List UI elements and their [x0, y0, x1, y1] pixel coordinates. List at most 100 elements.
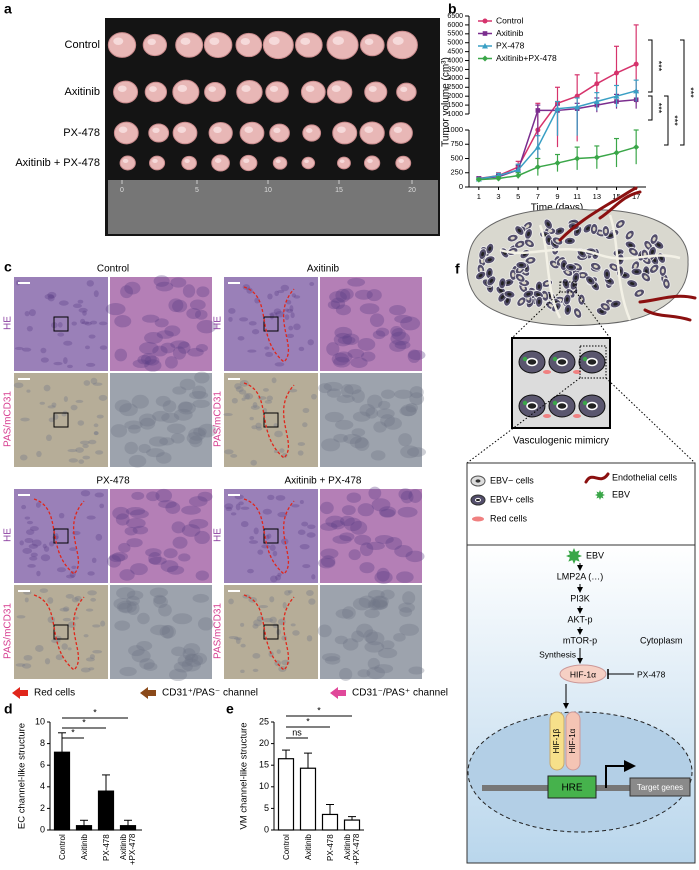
- texture: [146, 491, 160, 502]
- texture: [172, 536, 188, 549]
- texture: [374, 571, 393, 584]
- texture: [35, 645, 44, 652]
- row-label: Control: [65, 39, 100, 51]
- texture: [182, 648, 196, 660]
- y-tick-label: 1500: [447, 102, 463, 109]
- zoom-box: [263, 528, 279, 544]
- tumor-highlight: [177, 126, 187, 133]
- tumor: [389, 122, 413, 144]
- tumor-highlight: [240, 37, 251, 45]
- texture: [371, 498, 391, 512]
- pathway-node: LMP2A (…): [557, 571, 604, 581]
- texture: [124, 281, 141, 295]
- texture: [399, 623, 420, 636]
- texture: [394, 314, 413, 324]
- texture: [224, 503, 234, 510]
- pathway-node: mTOR-p: [563, 635, 597, 645]
- texture: [24, 538, 34, 544]
- y-tick-label: 750: [450, 139, 463, 148]
- texture: [139, 658, 155, 670]
- texture: [251, 329, 260, 335]
- texture: [95, 450, 104, 455]
- texture: [369, 598, 389, 611]
- texture: [82, 310, 87, 316]
- ruler-label: 0: [120, 187, 124, 194]
- texture: [137, 612, 150, 625]
- y-tick-label: 5000: [447, 40, 463, 47]
- tumor: [364, 81, 388, 103]
- marker: [633, 144, 640, 151]
- texture: [194, 530, 210, 545]
- texture: [286, 333, 295, 339]
- texture: [19, 454, 28, 461]
- texture: [131, 394, 149, 409]
- texture: [351, 389, 365, 403]
- texture: [326, 342, 340, 356]
- texture: [158, 500, 177, 509]
- texture: [142, 314, 160, 323]
- texture: [408, 350, 426, 361]
- nucleus: [628, 243, 633, 247]
- tumor: [337, 156, 351, 170]
- texture: [267, 293, 273, 300]
- texture: [118, 542, 131, 553]
- icon-ebv: [595, 490, 605, 500]
- y-tick-label: 0: [264, 824, 269, 834]
- tumor-highlight: [331, 85, 341, 92]
- texture: [70, 404, 78, 411]
- texture: [273, 308, 282, 315]
- significance-bracket: [680, 39, 685, 146]
- row-label: PAS/mCD31: [213, 603, 224, 659]
- nucleus: [622, 273, 627, 277]
- texture: [399, 607, 413, 617]
- nucleus: [579, 251, 584, 256]
- texture: [253, 527, 259, 535]
- texture: [111, 552, 129, 562]
- nucleus: [556, 401, 568, 411]
- texture: [189, 435, 203, 448]
- texture: [274, 430, 283, 438]
- texture: [170, 340, 190, 349]
- texture: [336, 394, 355, 404]
- tumor: [301, 156, 316, 170]
- y-tick-label: 10: [259, 781, 269, 791]
- texture: [288, 325, 294, 331]
- tumor-highlight: [392, 36, 404, 46]
- texture: [366, 666, 386, 680]
- texture: [126, 601, 140, 616]
- vm-channel: [608, 214, 632, 321]
- texture: [269, 312, 278, 317]
- texture: [162, 400, 177, 413]
- micrograph: [14, 277, 108, 371]
- bar: [299, 767, 317, 831]
- y-tick-label: 3000: [447, 75, 463, 82]
- channel-outline: [243, 594, 295, 671]
- texture: [173, 408, 193, 421]
- texture: [71, 565, 77, 569]
- tumor: [359, 33, 385, 57]
- x-tick-label: PX-478: [101, 834, 111, 861]
- marker: [475, 176, 482, 183]
- micrograph: [14, 489, 108, 583]
- texture: [307, 524, 316, 530]
- texture: [279, 448, 285, 453]
- texture: [372, 330, 386, 340]
- y-tick-label: 10: [35, 716, 45, 726]
- nucleus: [580, 273, 585, 277]
- texture: [48, 417, 55, 423]
- texture: [67, 364, 73, 369]
- zoom-box: [53, 624, 69, 640]
- legend-label: Red cells: [490, 513, 528, 523]
- texture: [184, 653, 199, 663]
- texture: [224, 449, 234, 455]
- texture: [390, 331, 411, 346]
- texture: [124, 441, 138, 455]
- texture: [321, 438, 341, 452]
- nucleus: [543, 293, 547, 298]
- texture: [364, 608, 380, 619]
- vm-channel: [538, 224, 562, 319]
- zoom-box: [263, 412, 279, 428]
- texture: [163, 548, 178, 559]
- micrograph: [110, 373, 212, 467]
- nucleus: [488, 246, 492, 251]
